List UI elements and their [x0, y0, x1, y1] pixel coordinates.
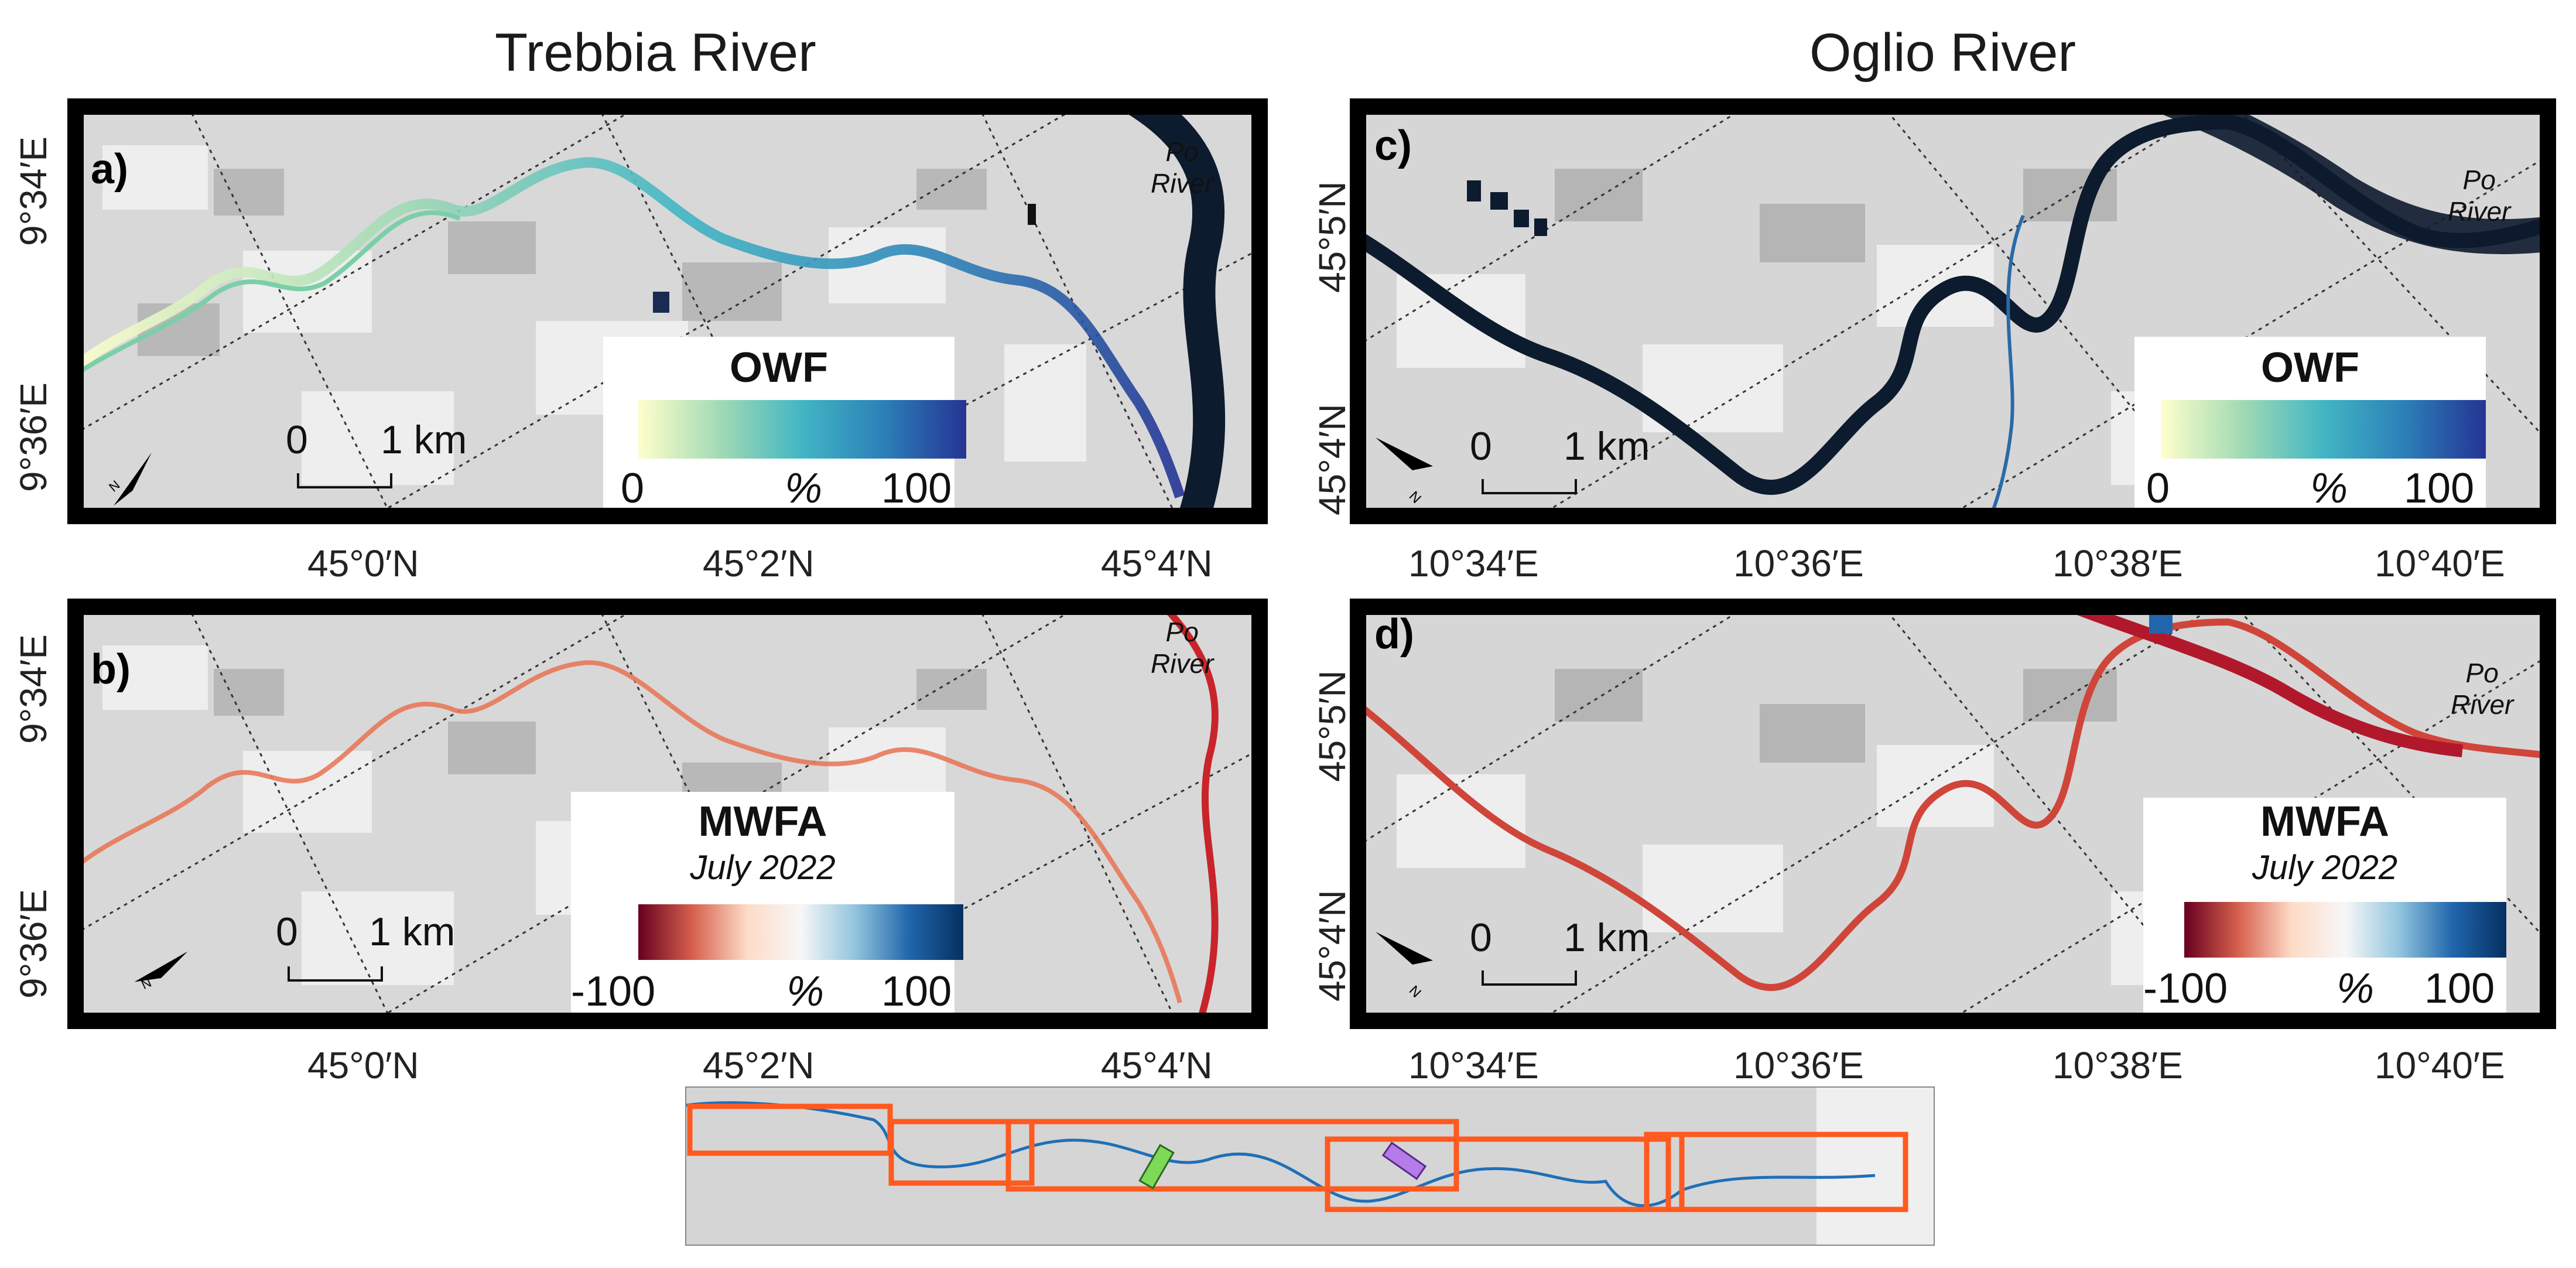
panel-b-legend-unit: %: [786, 968, 825, 1015]
panel-c-legend-min: 0: [2146, 465, 2170, 512]
panel-c-bottom-tick-0: 10°34′E: [1408, 542, 1539, 585]
panel-c-scale-zero: 0: [1470, 424, 1492, 469]
panel-b-bottom-tick-0: 45°0′N: [307, 1044, 419, 1086]
panel-b-bottom-tick-1: 45°2′N: [703, 1044, 815, 1086]
owf-colorbar-c: [2161, 400, 2486, 459]
panel-d-scale-zero: 0: [1470, 915, 1492, 960]
panel-d-label: d): [1374, 611, 1414, 658]
panel-b-bottom-tick-2: 45°4′N: [1101, 1044, 1213, 1086]
panel-d-north-arrow: N: [1376, 932, 1433, 1001]
panel-b-lat-tick-1: 9°36′E: [12, 888, 54, 999]
panel-c-legend-unit: %: [2310, 465, 2348, 512]
panel-d-legend-title: MWFA: [2260, 798, 2389, 845]
panel-d-po-label: Po River: [2451, 658, 2514, 720]
panel-b-legend-subtitle: July 2022: [690, 849, 836, 887]
overview-map-graphic: [686, 1088, 1934, 1245]
panel-c-bottom-tick-3: 10°40′E: [2375, 542, 2505, 585]
panel-b-legend: MWFA July 2022 -100 % 100: [571, 792, 963, 1023]
svg-text:N: N: [1406, 983, 1424, 1001]
panel-c-legend: OWF 0 % 100: [2134, 337, 2486, 518]
panel-b-label: b): [91, 646, 131, 693]
map-panel-a: a) Po River OWF 0 % 100 0 1 km N: [67, 98, 1268, 524]
panel-a-bottom-tick-1: 45°2′N: [703, 542, 815, 585]
panel-d-bottom-tick-2: 10°38′E: [2052, 1044, 2183, 1086]
panel-c-scale-bar: [1482, 479, 1577, 494]
panel-c-lat-tick-0: 45°5′N: [1311, 181, 1353, 293]
svg-text:N: N: [1406, 488, 1424, 507]
panel-c-legend-max: 100: [2404, 465, 2475, 512]
mwfa-colorbar: [638, 904, 963, 960]
panel-a-lat-tick-0: 9°34′E: [12, 136, 54, 246]
panel-b-north-arrow: N: [134, 951, 188, 992]
panel-a-legend-min: 0: [621, 465, 645, 512]
overview-map: [685, 1086, 1935, 1246]
panel-c-scale-km: 1 km: [1564, 424, 1650, 469]
panel-c-po-label: Po River: [2448, 165, 2511, 227]
panel-d-lat-tick-1: 45°4′N: [1311, 890, 1353, 1002]
owf-colorbar: [638, 400, 966, 459]
panel-d-legend-unit: %: [2336, 965, 2375, 1012]
panel-a-legend-title: OWF: [730, 344, 828, 391]
panel-a-label: a): [91, 146, 129, 193]
panel-d-lat-tick-0: 45°5′N: [1311, 670, 1353, 782]
panel-b-scale-km: 1 km: [369, 910, 456, 954]
panel-d-bottom-tick-0: 10°34′E: [1408, 1044, 1539, 1086]
map-a-imagery: [67, 98, 1268, 524]
panel-b-legend-title: MWFA: [698, 798, 827, 845]
panel-a-legend-unit: %: [785, 465, 823, 512]
panel-c-lat-tick-1: 45°4′N: [1311, 404, 1353, 515]
panel-a-legend: OWF 0 % 100: [603, 337, 966, 518]
panel-c-north-arrow: N: [1376, 438, 1433, 507]
panel-a-lat-tick-1: 9°36′E: [12, 382, 54, 492]
panel-a-scale-km: 1 km: [381, 418, 467, 462]
panel-a-scale-bar: [297, 473, 392, 488]
panel-c-legend-title: OWF: [2261, 344, 2359, 391]
panel-d-bottom-tick-3: 10°40′E: [2375, 1044, 2505, 1086]
panel-c-bottom-tick-2: 10°38′E: [2052, 542, 2183, 585]
map-panel-b: b) Po River MWFA July 2022 -100 % 100 0 …: [67, 599, 1268, 1029]
panel-d-legend-max: 100: [2424, 965, 2495, 1012]
panel-d-legend-subtitle: July 2022: [2252, 849, 2398, 887]
panel-b-po-label: Po River: [1151, 617, 1214, 679]
title-trebbia: Trebbia River: [495, 23, 816, 83]
panel-a-bottom-tick-0: 45°0′N: [307, 542, 419, 585]
panel-a-legend-max: 100: [881, 465, 952, 512]
panel-d-bottom-tick-1: 10°36′E: [1733, 1044, 1864, 1086]
panel-a-po-label: Po River: [1151, 136, 1214, 199]
svg-text:N: N: [106, 477, 122, 494]
panel-b-legend-max: 100: [881, 968, 952, 1015]
panel-c-bottom-tick-1: 10°36′E: [1733, 542, 1864, 585]
panel-d-legend: MWFA July 2022 -100 % 100: [2143, 798, 2506, 1023]
map-panel-c: c) Po River OWF 0 % 100 0 1 km N: [1350, 98, 2556, 524]
panel-d-legend-min: -100: [2143, 965, 2228, 1012]
panel-b-legend-min: -100: [571, 968, 656, 1015]
panel-a-bottom-tick-2: 45°4′N: [1101, 542, 1213, 585]
panel-b-lat-tick-0: 9°34′E: [12, 634, 54, 744]
panel-d-scale-km: 1 km: [1564, 915, 1650, 960]
title-oglio: Oglio River: [1809, 23, 2076, 83]
panel-b-scale-bar: [288, 966, 383, 982]
panel-c-label: c): [1374, 122, 1412, 169]
panel-a-north-arrow: N: [106, 452, 152, 506]
mwfa-colorbar-d: [2184, 902, 2506, 958]
panel-b-scale-zero: 0: [276, 910, 298, 954]
map-panel-d: d) Po River MWFA July 2022 -100 % 100 0 …: [1350, 599, 2556, 1029]
panel-a-scale-zero: 0: [286, 418, 308, 462]
panel-d-scale-bar: [1482, 970, 1577, 986]
